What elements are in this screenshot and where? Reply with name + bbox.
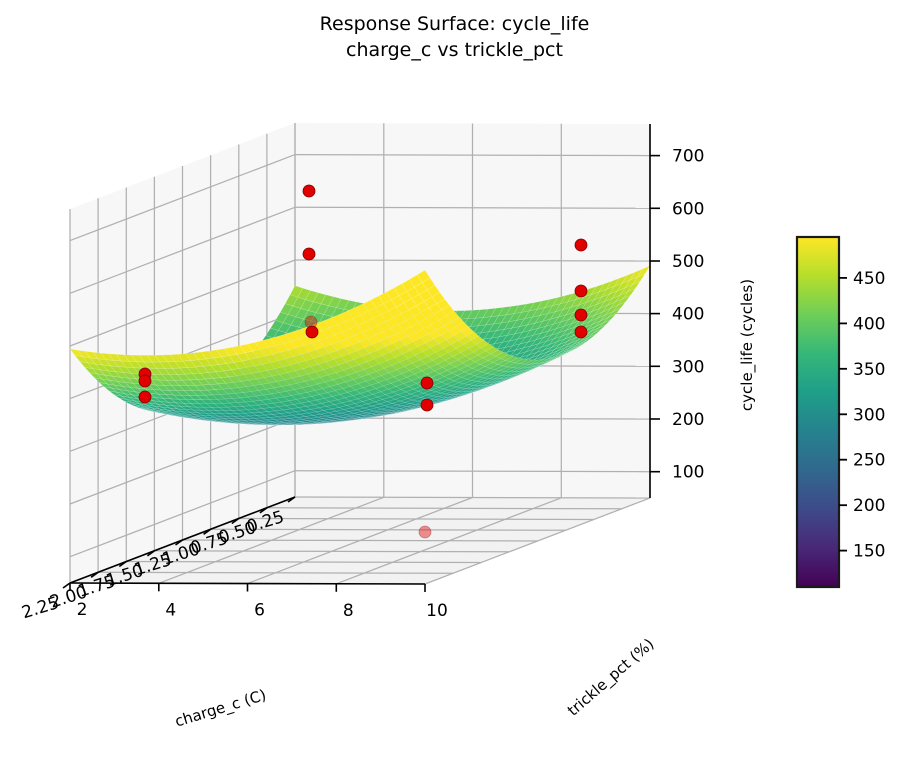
- axis-tick-labels: 0.250.500.751.001.251.501.752.002.25 2 4 6 8…: [20, 147, 705, 624]
- x-tick-mark: [62, 582, 71, 589]
- figure-title-line-2: charge_c vs trickle_pct: [346, 38, 563, 61]
- colorbar-tick-label: 200: [853, 496, 885, 516]
- x-tick-mark: [118, 560, 127, 568]
- colorbar[interactable]: 150 200 250 300 350 400 450: [795, 235, 885, 589]
- x-tick-mark: [146, 550, 155, 557]
- data-point-markers: [138, 184, 588, 539]
- gridline-leftwall-z: [69, 417, 296, 505]
- y-tick-label: 10: [426, 601, 448, 621]
- data-point-marker: [420, 376, 434, 390]
- data-point-marker: [574, 238, 588, 252]
- colorbar-tick-label: 350: [853, 360, 885, 380]
- gridline-floor-y: [336, 497, 562, 585]
- colorbar-gradient[interactable]: [795, 235, 841, 589]
- z-tick-label: 700: [672, 147, 704, 167]
- data-point-marker: [302, 184, 316, 198]
- y-tick-label: 6: [254, 601, 265, 621]
- x-tick-mark: [287, 496, 296, 503]
- gridline-leftwall-z: [69, 470, 296, 558]
- z-axis-title: cycle_life (cycles): [738, 279, 757, 411]
- z-tick-label: 200: [672, 410, 704, 430]
- figure-title: Response Surface: cycle_life charge_c vs…: [0, 12, 909, 63]
- gridline-leftwall-z: [69, 206, 296, 294]
- colorbar-tick-label: 150: [853, 542, 885, 562]
- x-axis-title: charge_c (C): [173, 686, 269, 732]
- z-tick-label: 600: [672, 199, 704, 219]
- response-surface: [69, 265, 651, 426]
- data-point-marker: [420, 398, 434, 412]
- data-point-marker: [574, 308, 588, 322]
- gridline-backwall-z: [294, 153, 651, 157]
- axis-spines: [62, 124, 660, 592]
- x-tick-mark: [90, 571, 99, 578]
- y-tick-label: 4: [165, 600, 176, 620]
- gridline-floor-y: [424, 497, 651, 585]
- data-point-marker: [305, 325, 319, 339]
- x-tick-mark: [175, 539, 183, 546]
- figure-title-line-1: Response Surface: cycle_life: [319, 13, 590, 35]
- gridline-floor-y: [247, 496, 473, 585]
- gridline-leftwall-z: [69, 259, 296, 347]
- data-point-marker: [138, 390, 152, 404]
- y-tick-label: 8: [343, 601, 354, 621]
- x-tick-mark: [231, 517, 240, 525]
- x-tick-mark: [203, 528, 212, 535]
- x-tick-mark: [259, 507, 268, 514]
- gridline-backwall-z: [294, 206, 651, 209]
- surface-cell: [416, 269, 431, 283]
- gridline-floor-y: [158, 496, 385, 584]
- y-tick-label: 2: [77, 600, 88, 620]
- gridline-leftwall-z: [69, 154, 296, 242]
- x-tick-label: 2.25: [20, 593, 62, 623]
- colorbar-tick-label: 250: [853, 451, 885, 471]
- y-axis-title: trickle_pct (%): [564, 635, 658, 720]
- z-tick-label: 500: [672, 252, 704, 272]
- data-point-marker: [574, 284, 588, 298]
- gridline-backwall-z: [294, 259, 651, 262]
- z-tick-label: 400: [672, 305, 704, 325]
- colorbar-tick-label: 300: [853, 405, 885, 425]
- data-point-marker: [418, 525, 432, 539]
- z-tick-label: 100: [672, 463, 704, 483]
- data-point-marker: [138, 374, 152, 388]
- colorbar-tick-label: 450: [853, 269, 885, 289]
- gridline-backwall-z: [294, 470, 651, 473]
- z-tick-label: 300: [672, 357, 704, 377]
- colorbar-tick-label: 400: [853, 314, 885, 334]
- data-point-marker: [574, 325, 588, 339]
- data-point-marker: [302, 247, 316, 261]
